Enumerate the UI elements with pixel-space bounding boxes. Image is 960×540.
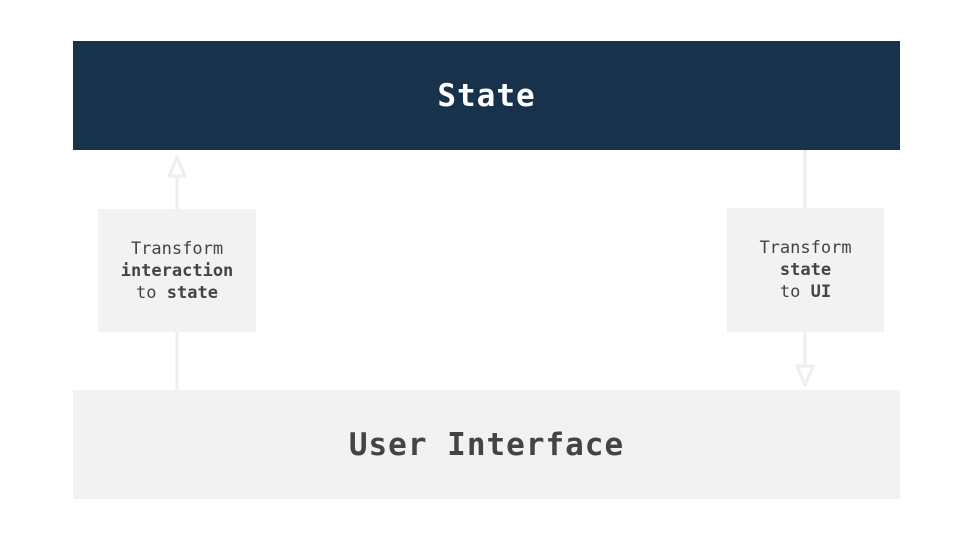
to-state-line: to state bbox=[136, 282, 218, 304]
state-box: State bbox=[73, 41, 900, 150]
to-label: to bbox=[779, 282, 801, 302]
transform-interaction-box: Transform interaction to state bbox=[98, 209, 256, 332]
user-interface-title: User Interface bbox=[348, 426, 625, 463]
state-label: state bbox=[166, 282, 218, 303]
state-title: State bbox=[437, 77, 536, 114]
right-arrow-head bbox=[795, 364, 815, 387]
to-label: to bbox=[136, 282, 157, 303]
user-interface-box: User Interface bbox=[73, 390, 900, 499]
transform-state-box: Transform state to UI bbox=[727, 208, 884, 332]
transform-label: Transform bbox=[130, 238, 224, 259]
transform-label: Transform bbox=[759, 238, 852, 258]
left-arrow-head bbox=[167, 155, 187, 178]
to-ui-line: to UI bbox=[780, 281, 831, 303]
interaction-label: interaction bbox=[120, 260, 234, 281]
ui-label: UI bbox=[810, 282, 832, 302]
state-label: state bbox=[779, 260, 832, 280]
